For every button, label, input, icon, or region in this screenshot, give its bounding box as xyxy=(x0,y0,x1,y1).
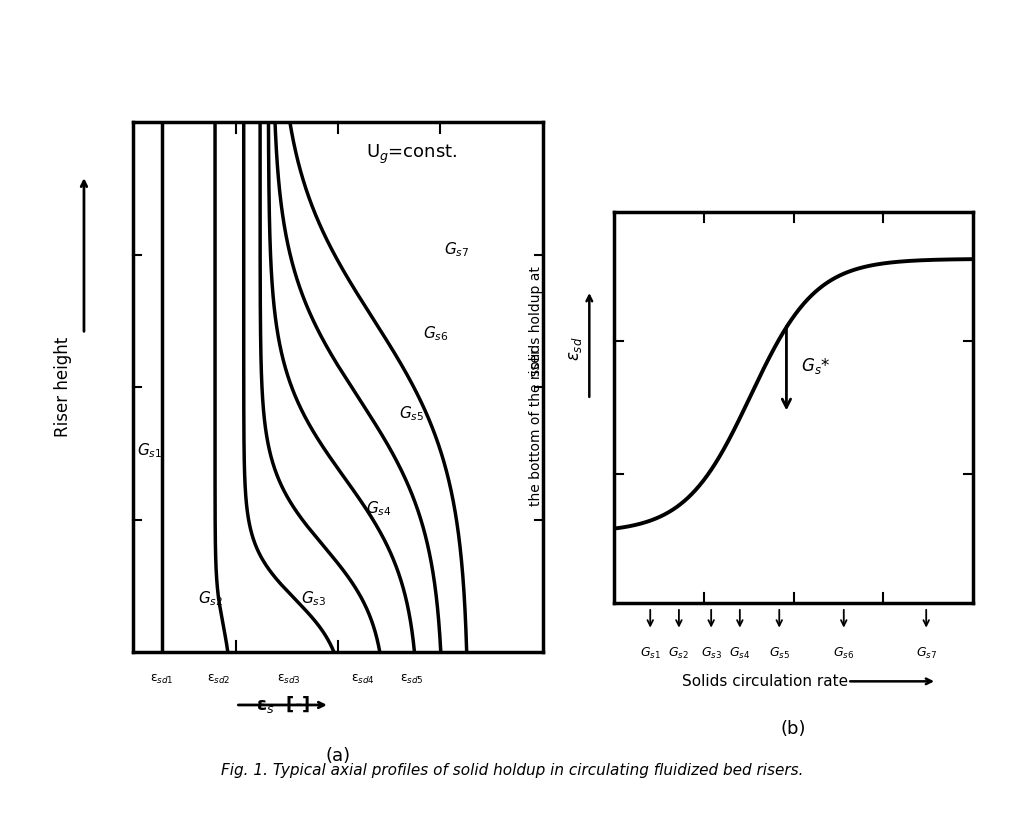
Text: solids holdup at: solids holdup at xyxy=(528,267,543,377)
Text: (a): (a) xyxy=(326,747,350,765)
Text: ε$_{sd5}$: ε$_{sd5}$ xyxy=(399,673,424,686)
Text: G$_{s5}$: G$_{s5}$ xyxy=(399,404,424,423)
Text: G$_{s3}$: G$_{s3}$ xyxy=(700,646,722,661)
Text: G$_{s7}$: G$_{s7}$ xyxy=(444,240,469,258)
Text: ε$_{sd4}$: ε$_{sd4}$ xyxy=(350,673,375,686)
Text: G$_{s2}$: G$_{s2}$ xyxy=(199,590,223,608)
Text: G$_{s3}$: G$_{s3}$ xyxy=(301,590,326,608)
Text: G$_{s1}$: G$_{s1}$ xyxy=(640,646,660,661)
Text: G$_{s6}$: G$_{s6}$ xyxy=(834,646,854,661)
Text: ε$_{sd3}$: ε$_{sd3}$ xyxy=(276,673,301,686)
Text: ε$_s$  [-]: ε$_s$ [-] xyxy=(256,694,310,716)
Text: G$_{s2}$: G$_{s2}$ xyxy=(669,646,689,661)
Text: Riser height: Riser height xyxy=(54,337,73,438)
Text: $\varepsilon_{sd}$: $\varepsilon_{sd}$ xyxy=(566,337,584,361)
Text: (b): (b) xyxy=(781,720,806,738)
Text: G$_s$*: G$_s$* xyxy=(801,356,830,377)
Text: G$_{s7}$: G$_{s7}$ xyxy=(915,646,937,661)
Text: G$_{s6}$: G$_{s6}$ xyxy=(423,325,450,343)
Text: G$_{s5}$: G$_{s5}$ xyxy=(769,646,790,661)
Text: Fig. 1. Typical axial profiles of solid holdup in circulating fluidized bed rise: Fig. 1. Typical axial profiles of solid … xyxy=(221,763,803,778)
Text: the bottom of the riser: the bottom of the riser xyxy=(528,348,543,506)
Text: G$_{s4}$: G$_{s4}$ xyxy=(366,500,392,518)
Text: U$_g$=const.: U$_g$=const. xyxy=(366,143,458,165)
Text: G$_{s4}$: G$_{s4}$ xyxy=(729,646,751,661)
Text: ε$_{sd1}$: ε$_{sd1}$ xyxy=(150,673,174,686)
Text: G$_{s1}$: G$_{s1}$ xyxy=(137,442,162,460)
Text: ε$_{sd2}$: ε$_{sd2}$ xyxy=(207,673,231,686)
Text: Solids circulation rate: Solids circulation rate xyxy=(682,674,848,689)
